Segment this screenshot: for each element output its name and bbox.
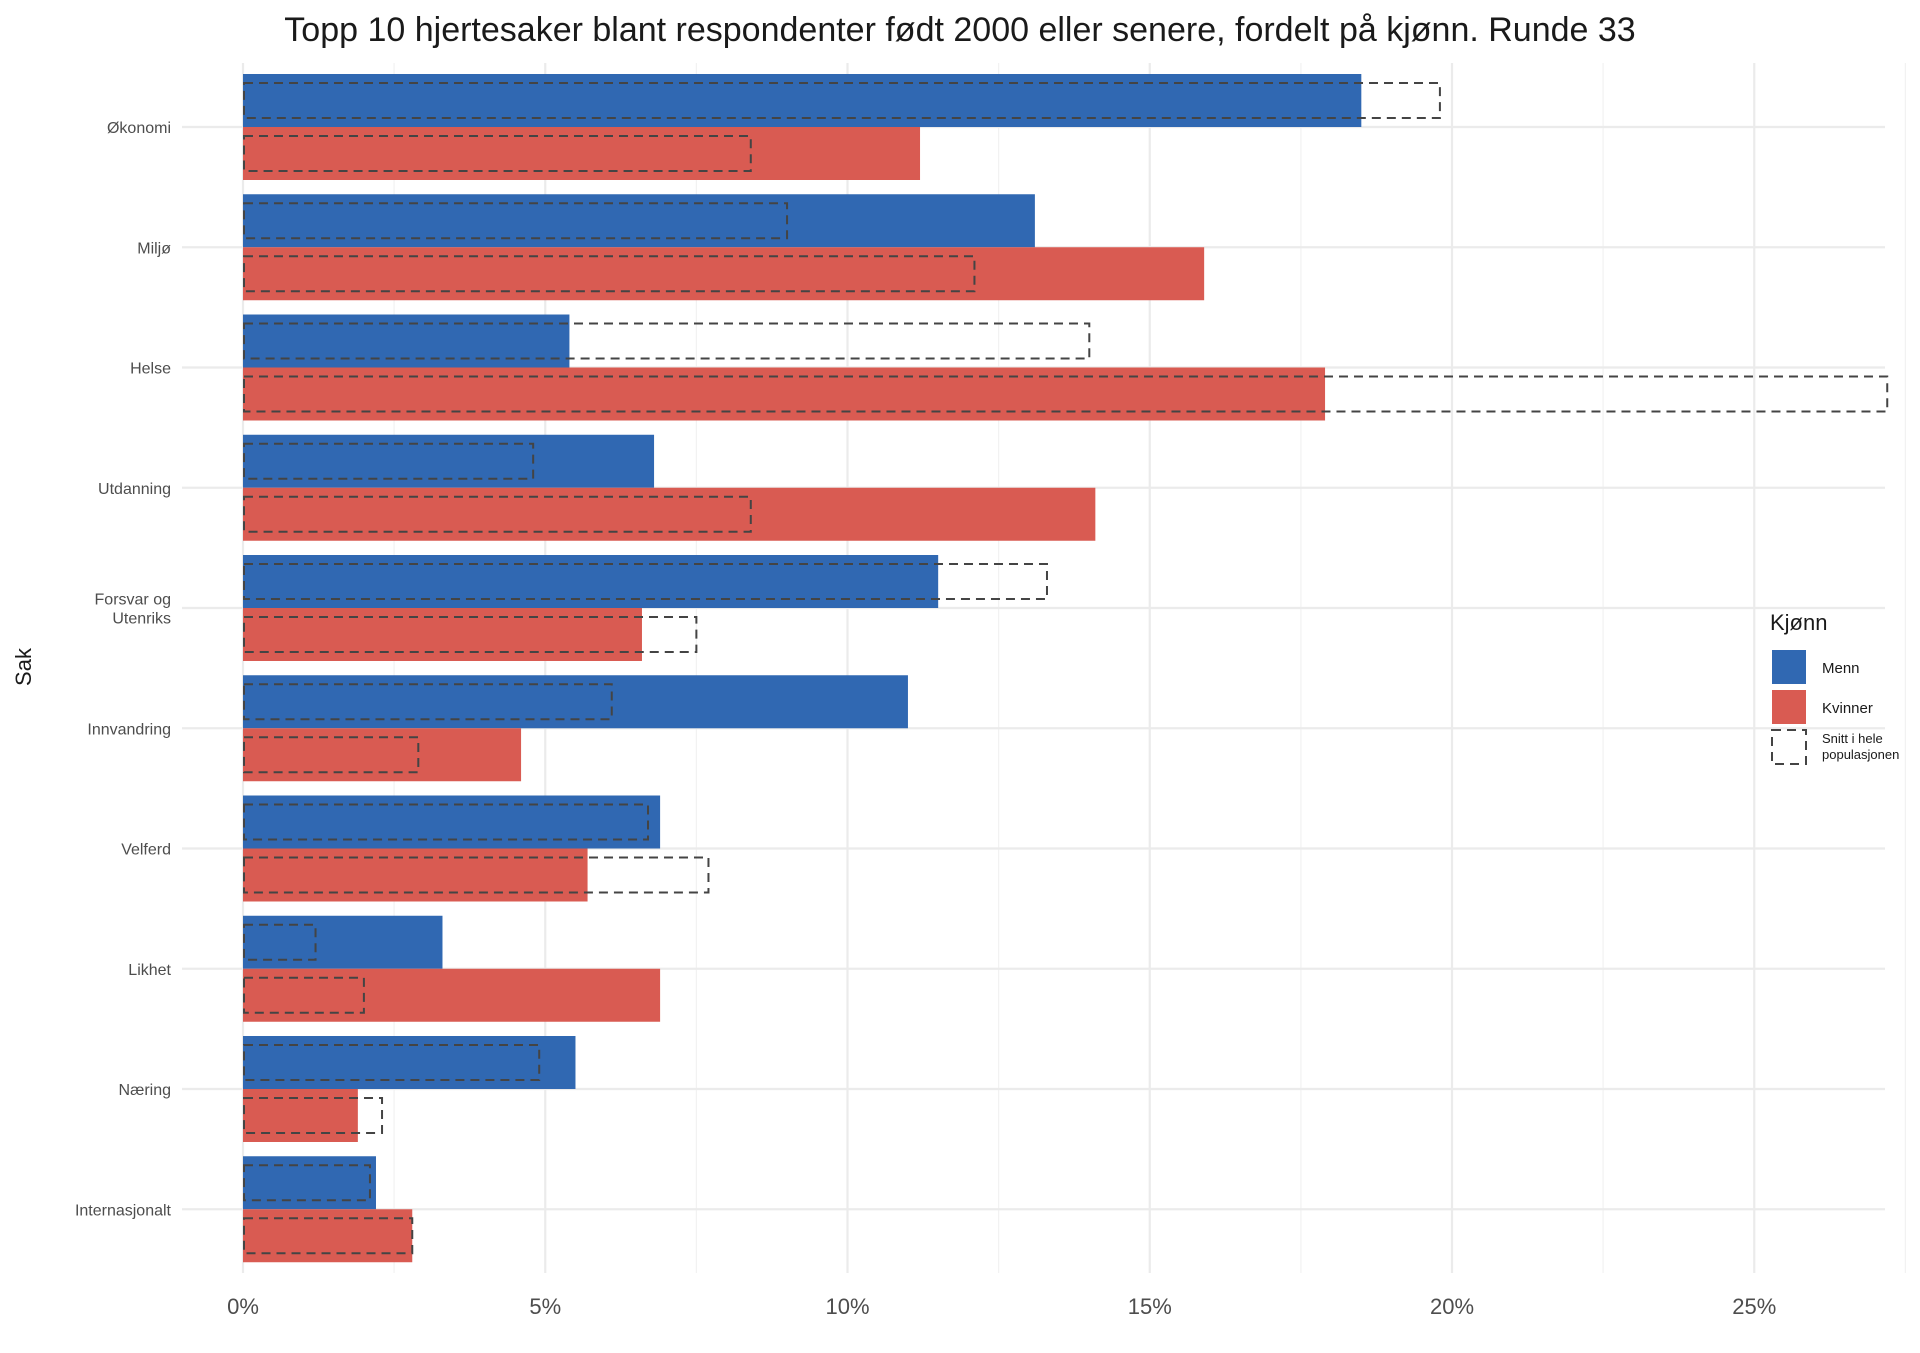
bar-kvinner — [243, 127, 921, 180]
category-label: Utenriks — [112, 611, 171, 628]
legend-label-average-line1: Snitt i hele — [1822, 731, 1883, 746]
legend-swatch-kvinner — [1772, 690, 1806, 724]
legend-title: Kjønn — [1770, 610, 1827, 635]
population-average-outlines — [243, 82, 1889, 1255]
legend-swatch-average — [1771, 729, 1807, 765]
x-tick-labels: 0% 5% 10% 15% 20% 25% — [227, 1294, 1776, 1319]
x-tick-label: 15% — [1128, 1294, 1172, 1319]
bar-kvinner — [243, 608, 642, 661]
population-average-outline — [243, 135, 752, 172]
category-label: Internasjonalt — [75, 1202, 172, 1219]
population-average-outline — [243, 1217, 414, 1255]
y-axis-title: Sak — [11, 647, 36, 686]
x-tick-label: 25% — [1732, 1294, 1776, 1319]
legend-swatch-menn — [1772, 650, 1806, 684]
population-average-outline — [243, 495, 752, 533]
bar-kvinner — [243, 1089, 358, 1142]
category-label: Innvandring — [87, 721, 171, 738]
bar-menn — [243, 314, 570, 368]
category-label: Næring — [119, 1082, 171, 1099]
bar-menn — [243, 555, 939, 608]
bar-kvinner — [243, 367, 1326, 421]
bar-kvinner — [243, 728, 522, 782]
population-average-outline — [243, 202, 789, 240]
category-label: Utdanning — [98, 481, 171, 498]
category-label: Økonomi — [107, 120, 171, 137]
population-average-outline — [243, 322, 1091, 360]
bar-kvinner — [243, 247, 1205, 301]
bar-kvinner — [243, 968, 661, 1022]
x-tick-label: 10% — [825, 1294, 869, 1319]
bar-menn — [243, 194, 1035, 248]
x-tick-label: 0% — [227, 1294, 259, 1319]
bar-menn — [243, 1036, 576, 1089]
x-tick-label: 5% — [529, 1294, 561, 1319]
population-average-outline — [243, 1097, 384, 1134]
x-tick-label: 20% — [1430, 1294, 1474, 1319]
population-average-outline — [243, 563, 1048, 600]
bar-kvinner — [243, 848, 588, 902]
population-average-outline — [243, 1164, 371, 1202]
bar-menn — [243, 434, 655, 488]
bars — [243, 74, 1362, 1263]
category-label: Forsvar og — [95, 592, 171, 609]
population-average-outline — [243, 442, 535, 480]
bar-kvinner — [243, 1209, 413, 1263]
category-labels: Økonomi Miljø Helse Utdanning Forsvar og Uten… — [75, 120, 172, 1219]
population-average-outline — [243, 803, 650, 841]
population-average-outline — [243, 976, 365, 1014]
bar-menn — [243, 915, 443, 969]
category-label: Helse — [130, 361, 171, 378]
population-average-outline — [243, 375, 1889, 413]
population-average-outline — [243, 616, 698, 653]
bar-menn — [243, 74, 1362, 127]
bar-menn — [243, 675, 908, 729]
legend-label-menn: Menn — [1822, 660, 1860, 677]
bar-kvinner — [243, 487, 1096, 541]
population-average-outline — [243, 683, 613, 721]
legend-label-average-line2: populasjonen — [1822, 747, 1899, 762]
category-label: Likhet — [128, 962, 171, 979]
chart-title: Topp 10 hjertesaker blant respondenter f… — [284, 11, 1635, 49]
category-label: Miljø — [137, 240, 171, 257]
population-average-outline — [243, 255, 976, 293]
legend-label-kvinner: Kvinner — [1822, 700, 1873, 717]
population-average-outline — [243, 856, 710, 894]
category-label: Velferd — [121, 842, 171, 859]
bar-menn — [243, 795, 661, 849]
population-average-outline — [243, 923, 317, 961]
legend: Kjønn Menn Kvinner Snitt i hele populasj… — [1770, 610, 1899, 765]
bar-menn — [243, 1156, 376, 1210]
